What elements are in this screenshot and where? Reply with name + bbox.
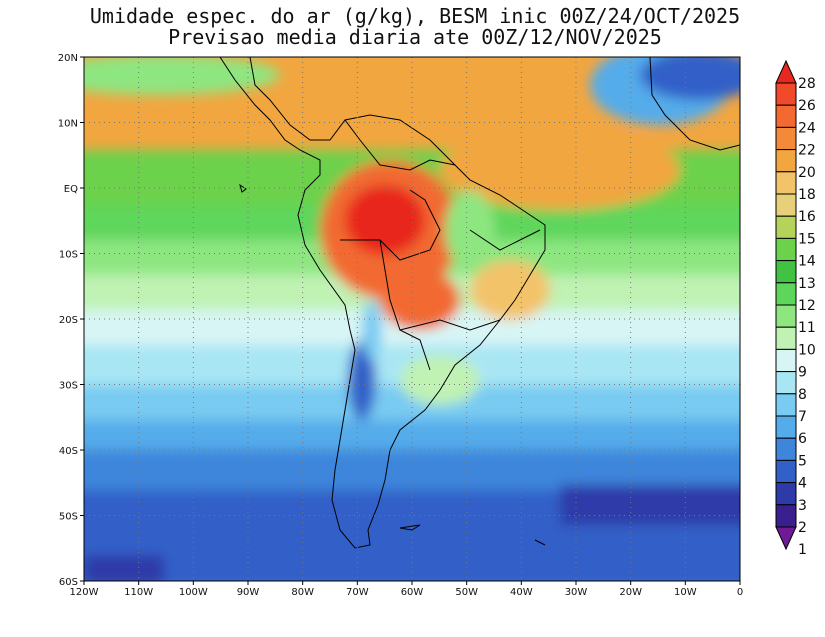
colorbar-label: 4 (798, 476, 807, 492)
map-title-line2: Previsao media diaria ate 00Z/12/NOV/202… (168, 25, 662, 49)
colorbar-label: 12 (798, 298, 816, 314)
lon-label: 120W (70, 587, 99, 598)
colorbar-swatch (775, 237, 797, 262)
lat-label: 10S (59, 250, 78, 261)
longitude-labels: 120W 110W 100W 90W 80W 70W 60W 50W 40W 30W 20W 10W 0 (70, 587, 744, 598)
axis-ticks (80, 56, 741, 585)
colorbar-swatch (775, 126, 797, 151)
colorbar-top-arrow (775, 59, 797, 84)
map-title-line1: Umidade espec. do ar (g/kg), BESM inic 0… (89, 4, 741, 28)
colorbar-swatch (775, 193, 797, 217)
colorbar-label: 14 (798, 254, 816, 270)
colorbar-swatch (775, 393, 797, 417)
lat-label: 40S (59, 446, 78, 457)
colorbar-swatch (775, 459, 797, 484)
colorbar-swatch (775, 371, 797, 395)
colorbar-label: 8 (798, 387, 807, 403)
lat-label: 20N (58, 53, 78, 64)
lat-label: 20S (59, 315, 78, 326)
coastlines (219, 57, 740, 549)
colorbar-swatch (775, 104, 797, 128)
colorbar-label: 20 (798, 165, 816, 181)
colorbar-label: 2 (798, 520, 807, 536)
lon-label: 110W (124, 587, 153, 598)
colorbar-swatch (775, 504, 797, 528)
colorbar-swatch (775, 304, 797, 328)
colorbar-label: 10 (798, 342, 816, 358)
colorbar-label: 6 (798, 431, 807, 447)
lon-label: 0 (737, 587, 743, 598)
lat-label: 10N (58, 119, 78, 130)
lat-label: 30S (59, 381, 78, 392)
colorbar-swatch (775, 482, 797, 506)
lon-label: 30W (565, 587, 588, 598)
colorbar-label: 22 (798, 143, 816, 159)
colorbar-label: 1 (798, 542, 807, 558)
humidity-field (84, 57, 740, 581)
lon-label: 50W (455, 587, 478, 598)
lat-label: 60S (59, 577, 78, 588)
colorbar-label: 9 (798, 365, 807, 381)
colorbar-label: 18 (798, 187, 816, 203)
lat-label: 50S (59, 512, 78, 523)
lon-label: 80W (291, 587, 314, 598)
colorbar: 28 26 24 22 20 18 16 15 14 13 12 11 10 9 8 7 6 5 4 3 2 1 (775, 59, 816, 558)
lat-label: EQ (64, 184, 78, 195)
lon-label: 20W (619, 587, 642, 598)
colorbar-swatch (775, 326, 797, 350)
colorbar-label: 24 (798, 120, 816, 136)
colorbar-swatch (775, 348, 797, 373)
colorbar-label: 28 (798, 76, 816, 92)
lon-label: 100W (179, 587, 208, 598)
colorbar-label: 26 (798, 98, 816, 114)
colorbar-label: 11 (798, 320, 816, 336)
colorbar-label: 5 (798, 453, 807, 469)
colorbar-swatch (775, 260, 797, 284)
colorbar-label: 3 (798, 498, 807, 514)
colorbar-swatch (775, 82, 797, 106)
colorbar-swatch (775, 215, 797, 239)
colorbar-label: 13 (798, 276, 816, 292)
colorbar-swatch (775, 149, 797, 173)
lon-label: 10W (674, 587, 697, 598)
colorbar-label: 15 (798, 231, 816, 247)
colorbar-bottom-arrow (775, 526, 797, 551)
colorbar-swatch (775, 437, 797, 461)
colorbar-label: 7 (798, 409, 807, 425)
colorbar-swatch (775, 171, 797, 195)
lon-label: 90W (237, 587, 260, 598)
lon-label: 70W (346, 587, 369, 598)
latitude-labels: 20N 10N EQ 10S 20S 30S 40S 50S 60S (58, 53, 78, 588)
lon-label: 40W (510, 587, 533, 598)
lon-label: 60W (401, 587, 424, 598)
colorbar-swatch (775, 415, 797, 439)
colorbar-label: 16 (798, 209, 816, 225)
colorbar-swatch (775, 282, 797, 306)
